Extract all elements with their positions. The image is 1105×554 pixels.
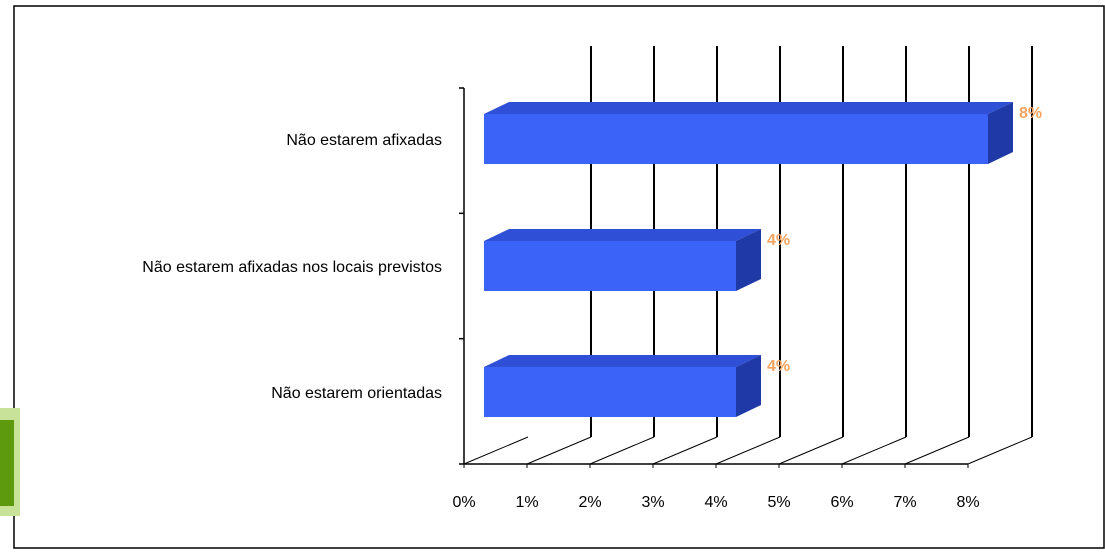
bar-side [736, 355, 761, 417]
bar-top [484, 102, 1013, 114]
data-label: 4% [767, 358, 790, 375]
bar [484, 367, 736, 417]
side-decoration [0, 408, 20, 516]
bar-layer [484, 102, 1013, 417]
floor-gridline [589, 436, 655, 465]
data-label: 8% [1019, 105, 1042, 122]
bar-side [736, 229, 761, 291]
floor-gridline [526, 436, 592, 465]
x-tick-label: 2% [578, 494, 601, 511]
x-tick-label: 6% [830, 494, 853, 511]
floor-gridline [652, 436, 718, 465]
x-tick-label: 5% [767, 494, 790, 511]
data-label: 4% [767, 232, 790, 249]
bar [484, 241, 736, 291]
category-label: Não estarem afixadas nos locais previsto… [142, 259, 442, 276]
side-decoration-dark [0, 420, 14, 506]
floor-gridline [841, 436, 907, 465]
floor-gridline [715, 436, 781, 465]
floor-gridline [904, 436, 970, 465]
floor-gridline [967, 436, 1033, 465]
x-tick-label: 0% [452, 494, 475, 511]
bar-top [484, 355, 761, 367]
bar-side [988, 102, 1013, 164]
floor-gridline [463, 436, 529, 465]
bar-top [484, 229, 761, 241]
x-tick-label: 3% [641, 494, 664, 511]
category-label: Não estarem afixadas [286, 132, 442, 149]
x-tick-label: 4% [704, 494, 727, 511]
label-layer: Não estarem afixadas 8% Não estarem afixad… [142, 105, 1042, 402]
bar [484, 114, 988, 164]
axis-layer: 0% 1% 2% 3% 4% 5% 6% 7% 8% [452, 87, 980, 511]
x-tick-label: 1% [515, 494, 538, 511]
x-tick-label: 8% [956, 494, 979, 511]
category-label: Não estarem orientadas [271, 385, 442, 402]
floor-gridline [778, 436, 844, 465]
x-tick-label: 7% [893, 494, 916, 511]
